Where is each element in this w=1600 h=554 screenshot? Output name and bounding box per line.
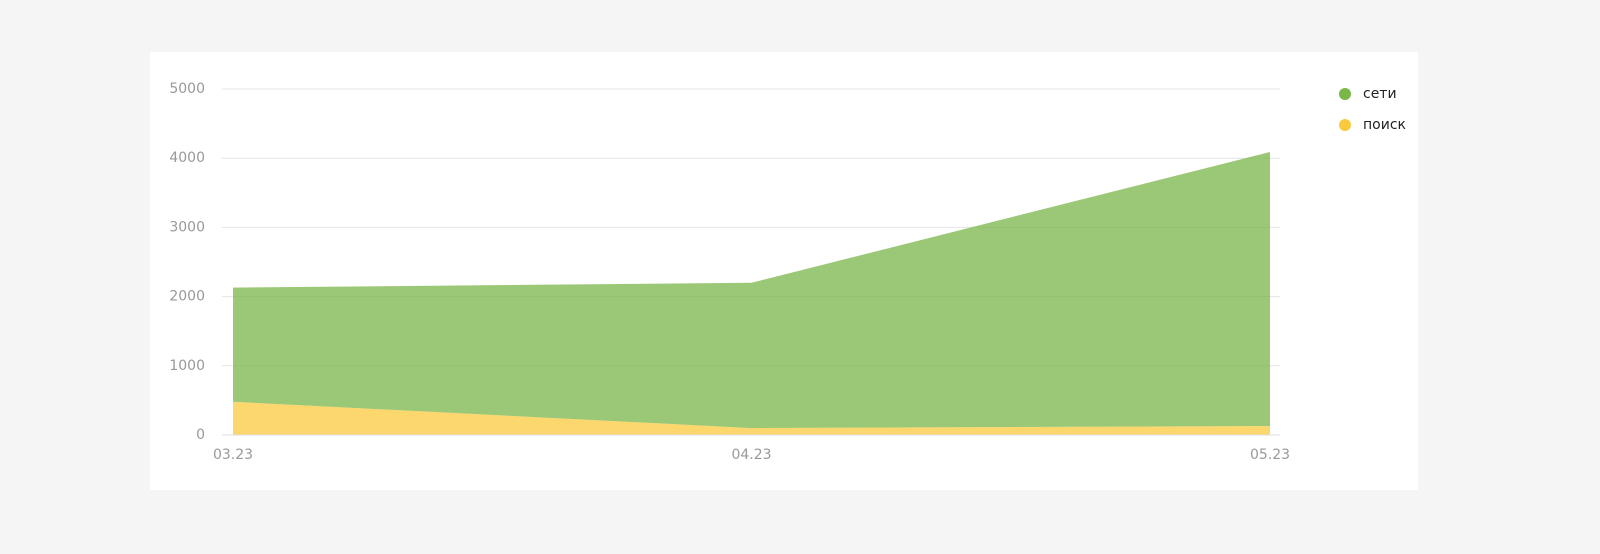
y-tick-label: 3000 <box>169 219 205 235</box>
legend-marker <box>1339 119 1351 131</box>
x-tick-label: 05.23 <box>1250 447 1290 463</box>
y-tick-label: 0 <box>196 427 205 443</box>
x-tick-label: 04.23 <box>731 447 771 463</box>
legend-label: поиск <box>1363 117 1406 133</box>
area <box>233 151 1270 429</box>
y-tick-label: 2000 <box>169 289 205 305</box>
y-tick-label: 5000 <box>169 81 205 97</box>
y-tick-label: 1000 <box>169 358 205 374</box>
y-tick-label: 4000 <box>169 150 205 166</box>
x-tick-label: 03.23 <box>213 447 253 463</box>
legend-label: сети <box>1363 86 1397 102</box>
area <box>233 401 1270 435</box>
legend-marker <box>1339 88 1351 100</box>
